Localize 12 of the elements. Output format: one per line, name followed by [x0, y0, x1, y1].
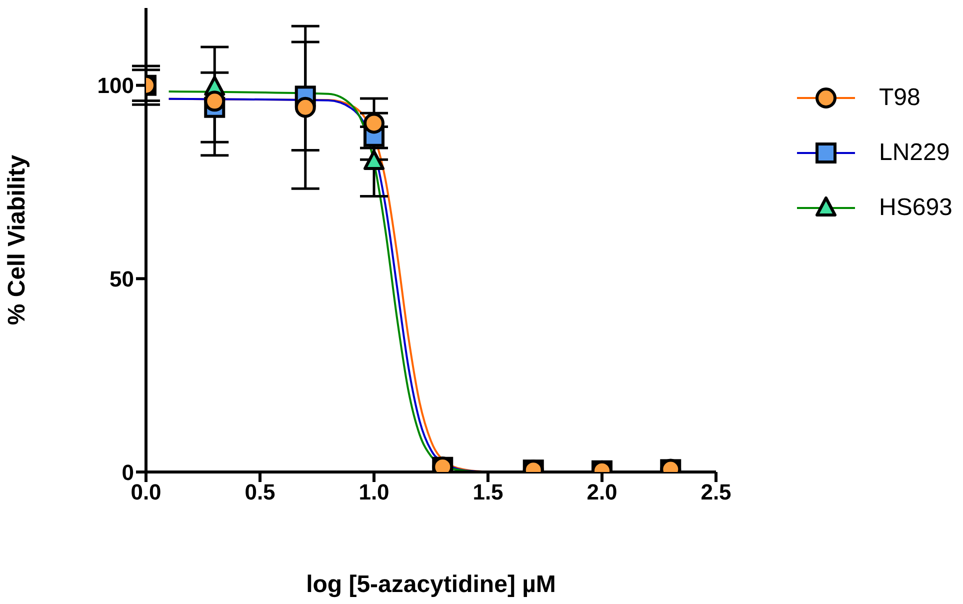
- x-tick-label: 0.5: [244, 480, 276, 505]
- y-axis-title: % Cell Viability: [4, 154, 31, 326]
- x-tick-label: 1.0: [358, 480, 390, 505]
- x-tick-label: 2.5: [700, 480, 732, 505]
- legend-label: LN229: [879, 138, 950, 166]
- y-tick-label: 50: [110, 266, 134, 292]
- x-tick-label: 2.0: [586, 480, 618, 505]
- legend-label: HS693: [879, 194, 952, 222]
- x-axis-title: log [5-azacytidine] µM: [306, 571, 556, 598]
- legend-label: T98: [879, 84, 920, 112]
- x-tick-label: 1.5: [472, 480, 504, 505]
- y-tick-label: 100: [97, 73, 134, 98]
